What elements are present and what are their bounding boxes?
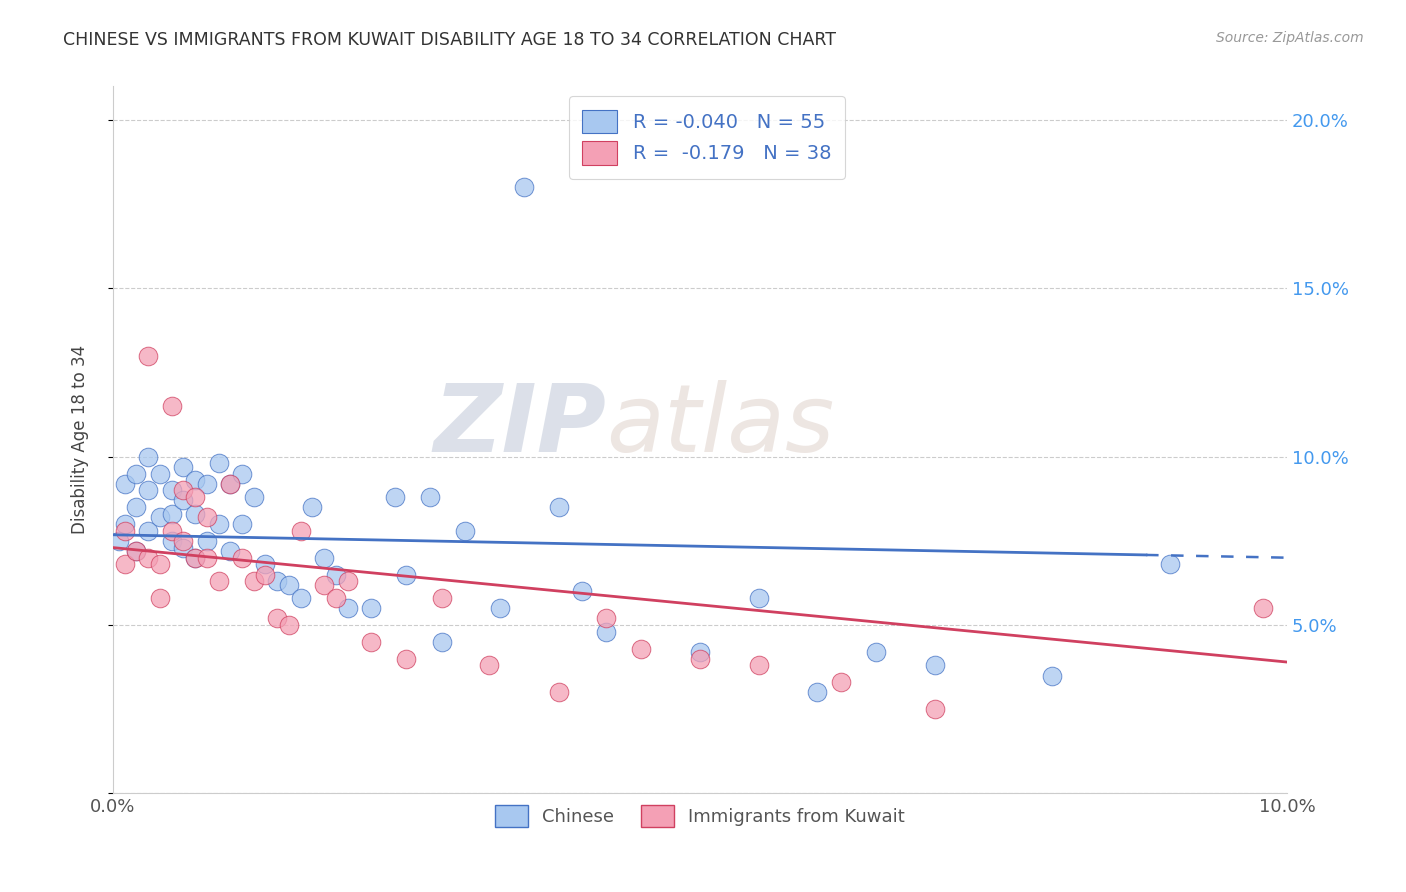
Point	[125, 500, 148, 515]
Point	[125, 544, 148, 558]
Point	[219, 476, 242, 491]
Point	[748, 591, 770, 605]
Point	[571, 584, 593, 599]
Point	[172, 533, 194, 548]
Point	[513, 180, 536, 194]
Point	[314, 577, 336, 591]
Point	[454, 524, 477, 538]
Point	[125, 544, 148, 558]
Point	[195, 510, 218, 524]
Point	[149, 558, 172, 572]
Point	[395, 651, 418, 665]
Point	[149, 591, 172, 605]
Point	[231, 550, 253, 565]
Point	[160, 399, 183, 413]
Point	[254, 558, 277, 572]
Point	[207, 457, 229, 471]
Point	[114, 476, 136, 491]
Point	[384, 490, 406, 504]
Point	[865, 645, 887, 659]
Point	[136, 483, 159, 498]
Point	[1159, 558, 1181, 572]
Point	[107, 533, 129, 548]
Point	[242, 490, 264, 504]
Point	[160, 524, 183, 538]
Point	[114, 558, 136, 572]
Point	[360, 635, 382, 649]
Point	[924, 658, 946, 673]
Legend: Chinese, Immigrants from Kuwait: Chinese, Immigrants from Kuwait	[488, 797, 912, 834]
Point	[806, 685, 828, 699]
Point	[924, 702, 946, 716]
Point	[172, 483, 194, 498]
Point	[325, 591, 347, 605]
Point	[207, 516, 229, 531]
Point	[325, 567, 347, 582]
Point	[689, 645, 711, 659]
Point	[748, 658, 770, 673]
Point	[595, 611, 617, 625]
Point	[266, 611, 288, 625]
Point	[184, 550, 207, 565]
Point	[278, 618, 301, 632]
Point	[231, 467, 253, 481]
Point	[830, 675, 852, 690]
Point	[149, 467, 172, 481]
Point	[219, 544, 242, 558]
Point	[314, 550, 336, 565]
Point	[430, 591, 453, 605]
Point	[477, 658, 499, 673]
Text: Source: ZipAtlas.com: Source: ZipAtlas.com	[1216, 31, 1364, 45]
Point	[336, 601, 359, 615]
Point	[630, 641, 652, 656]
Point	[125, 467, 148, 481]
Point	[689, 651, 711, 665]
Point	[172, 459, 194, 474]
Point	[219, 476, 242, 491]
Point	[266, 574, 288, 589]
Point	[290, 591, 312, 605]
Point	[195, 533, 218, 548]
Point	[172, 541, 194, 555]
Y-axis label: Disability Age 18 to 34: Disability Age 18 to 34	[72, 345, 89, 534]
Point	[184, 473, 207, 487]
Text: ZIP: ZIP	[433, 380, 606, 472]
Point	[114, 516, 136, 531]
Point	[301, 500, 323, 515]
Point	[242, 574, 264, 589]
Point	[160, 483, 183, 498]
Point	[136, 524, 159, 538]
Point	[278, 577, 301, 591]
Point	[489, 601, 512, 615]
Point	[360, 601, 382, 615]
Point	[336, 574, 359, 589]
Point	[290, 524, 312, 538]
Point	[395, 567, 418, 582]
Point	[184, 507, 207, 521]
Point	[172, 493, 194, 508]
Point	[136, 450, 159, 464]
Point	[160, 507, 183, 521]
Point	[231, 516, 253, 531]
Point	[184, 490, 207, 504]
Point	[136, 349, 159, 363]
Point	[160, 533, 183, 548]
Point	[419, 490, 441, 504]
Text: atlas: atlas	[606, 380, 834, 471]
Point	[548, 500, 571, 515]
Point	[1040, 668, 1063, 682]
Point	[149, 510, 172, 524]
Point	[136, 550, 159, 565]
Point	[430, 635, 453, 649]
Point	[114, 524, 136, 538]
Point	[184, 550, 207, 565]
Point	[254, 567, 277, 582]
Point	[595, 624, 617, 639]
Point	[195, 550, 218, 565]
Text: CHINESE VS IMMIGRANTS FROM KUWAIT DISABILITY AGE 18 TO 34 CORRELATION CHART: CHINESE VS IMMIGRANTS FROM KUWAIT DISABI…	[63, 31, 837, 49]
Point	[195, 476, 218, 491]
Point	[1253, 601, 1275, 615]
Point	[207, 574, 229, 589]
Point	[548, 685, 571, 699]
